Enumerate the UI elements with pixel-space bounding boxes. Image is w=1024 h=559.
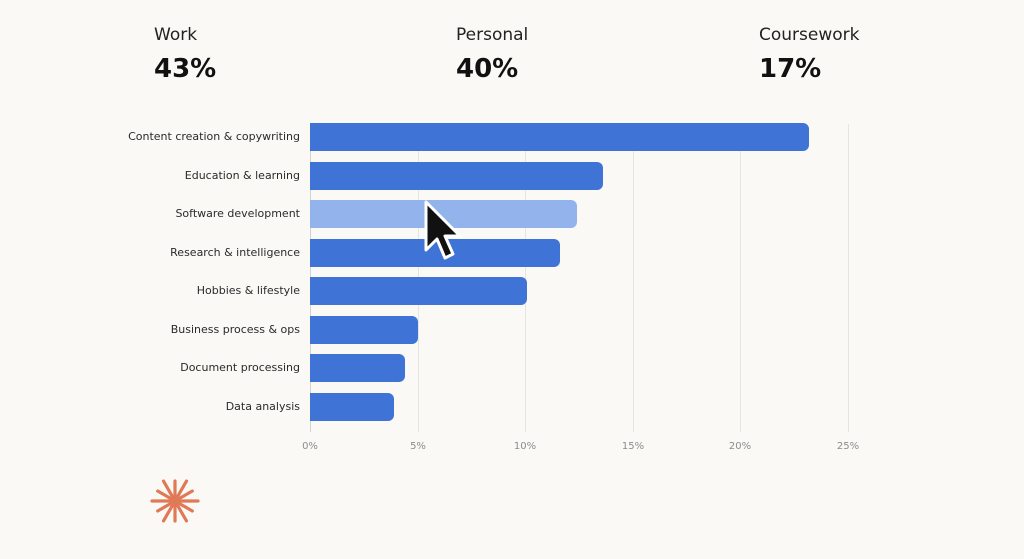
- x-tick-label: 20%: [728, 441, 752, 452]
- category-label: Hobbies & lifestyle: [196, 284, 300, 297]
- stat-coursework: Coursework 17%: [759, 24, 860, 86]
- stat-value: 17%: [759, 54, 822, 84]
- bar[interactable]: [310, 393, 394, 421]
- category-label: Business process & ops: [170, 323, 300, 336]
- bar[interactable]: [310, 277, 527, 305]
- stat-work: Work 43%: [154, 24, 216, 86]
- category-label: Data analysis: [225, 400, 300, 413]
- x-tick-label: 25%: [836, 441, 860, 452]
- stat-value: 43%: [154, 54, 217, 84]
- gridline: [740, 124, 741, 432]
- gridline: [848, 124, 849, 432]
- x-tick-label: 5%: [410, 441, 426, 452]
- category-label: Document processing: [180, 361, 300, 374]
- x-tick-label: 0%: [302, 441, 318, 452]
- category-label: Education & learning: [184, 169, 300, 182]
- bar[interactable]: [310, 316, 418, 344]
- bar[interactable]: [310, 239, 560, 267]
- bar[interactable]: [310, 354, 405, 382]
- starburst-logo-icon: [150, 479, 200, 523]
- x-tick-label: 10%: [513, 441, 537, 452]
- x-tick-label: 15%: [621, 441, 645, 452]
- stat-label: Personal: [456, 25, 529, 45]
- stat-personal: Personal 40%: [456, 24, 528, 86]
- category-label: Research & intelligence: [170, 246, 300, 259]
- stat-label: Coursework: [759, 25, 860, 45]
- bar[interactable]: [310, 162, 603, 190]
- gridline: [633, 124, 634, 432]
- mouse-pointer-icon: [424, 200, 462, 260]
- category-label: Software development: [175, 207, 300, 220]
- bar[interactable]: [310, 123, 809, 151]
- stat-value: 40%: [456, 54, 519, 84]
- category-label: Content creation & copywriting: [128, 130, 300, 143]
- stat-label: Work: [154, 25, 198, 45]
- gridline: [525, 124, 526, 432]
